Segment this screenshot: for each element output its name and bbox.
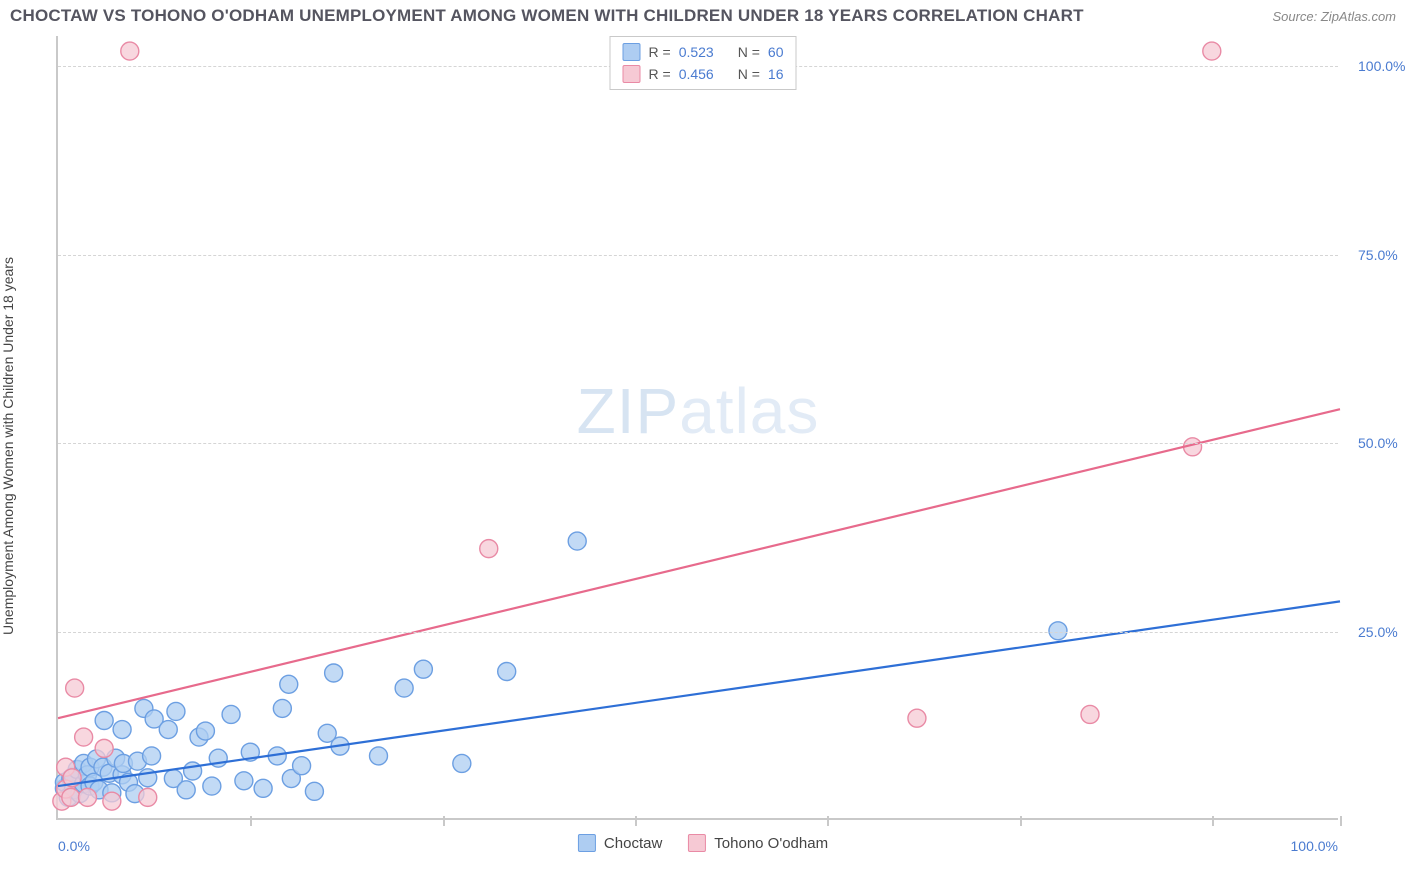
data-point <box>254 779 272 797</box>
x-tick-label: 0.0% <box>58 838 90 854</box>
data-point <box>453 754 471 772</box>
scatter-svg <box>58 36 1340 820</box>
y-tick-label: 75.0% <box>1358 247 1398 263</box>
legend-stats-row: R = 0.456 N = 16 <box>623 63 784 85</box>
y-tick-label: 100.0% <box>1358 58 1405 74</box>
legend-series-label: Choctaw <box>604 835 662 852</box>
data-point <box>121 42 139 60</box>
data-point <box>1081 705 1099 723</box>
data-point <box>498 662 516 680</box>
legend-n-label: N = <box>738 41 760 63</box>
legend-r-label: R = <box>649 63 671 85</box>
chart-title: CHOCTAW VS TOHONO O'ODHAM UNEMPLOYMENT A… <box>10 6 1084 26</box>
data-point <box>414 660 432 678</box>
data-point <box>78 788 96 806</box>
legend-item: Choctaw <box>578 834 662 852</box>
legend-r-value: 0.523 <box>679 41 714 63</box>
swatch-icon <box>688 834 706 852</box>
chart-plot-area: ZIPatlas 25.0%50.0%75.0%100.0%0.0%100.0% <box>56 36 1338 820</box>
legend-stats: R = 0.523 N = 60 R = 0.456 N = 16 <box>610 36 797 90</box>
data-point <box>203 777 221 795</box>
data-point <box>177 781 195 799</box>
data-point <box>139 788 157 806</box>
swatch-icon <box>623 43 641 61</box>
trend-line <box>58 409 1340 718</box>
legend-r-value: 0.456 <box>679 63 714 85</box>
legend-series: Choctaw Tohono O'odham <box>578 834 828 852</box>
source-label: Source: ZipAtlas.com <box>1272 9 1396 24</box>
header: CHOCTAW VS TOHONO O'ODHAM UNEMPLOYMENT A… <box>10 6 1396 26</box>
data-point <box>235 772 253 790</box>
data-point <box>95 711 113 729</box>
data-point <box>395 679 413 697</box>
y-tick-label: 25.0% <box>1358 624 1398 640</box>
y-axis-label: Unemployment Among Women with Children U… <box>0 257 16 635</box>
legend-series-label: Tohono O'odham <box>714 835 828 852</box>
data-point <box>480 540 498 558</box>
data-point <box>908 709 926 727</box>
data-point <box>325 664 343 682</box>
legend-stats-row: R = 0.523 N = 60 <box>623 41 784 63</box>
data-point <box>280 675 298 693</box>
y-tick-label: 50.0% <box>1358 435 1398 451</box>
swatch-icon <box>578 834 596 852</box>
data-point <box>1203 42 1221 60</box>
data-point <box>196 722 214 740</box>
data-point <box>222 705 240 723</box>
legend-n-value: 16 <box>768 63 784 85</box>
swatch-icon <box>623 65 641 83</box>
data-point <box>568 532 586 550</box>
data-point <box>167 702 185 720</box>
legend-n-value: 60 <box>768 41 784 63</box>
legend-item: Tohono O'odham <box>688 834 828 852</box>
data-point <box>159 721 177 739</box>
trend-line <box>58 601 1340 786</box>
legend-r-label: R = <box>649 41 671 63</box>
x-tick-label: 100.0% <box>1291 838 1338 854</box>
data-point <box>143 747 161 765</box>
data-point <box>370 747 388 765</box>
data-point <box>62 788 80 806</box>
data-point <box>95 739 113 757</box>
data-point <box>273 699 291 717</box>
data-point <box>66 679 84 697</box>
data-point <box>103 792 121 810</box>
data-point <box>305 782 323 800</box>
legend-n-label: N = <box>738 63 760 85</box>
data-point <box>75 728 93 746</box>
data-point <box>293 757 311 775</box>
data-point <box>113 721 131 739</box>
